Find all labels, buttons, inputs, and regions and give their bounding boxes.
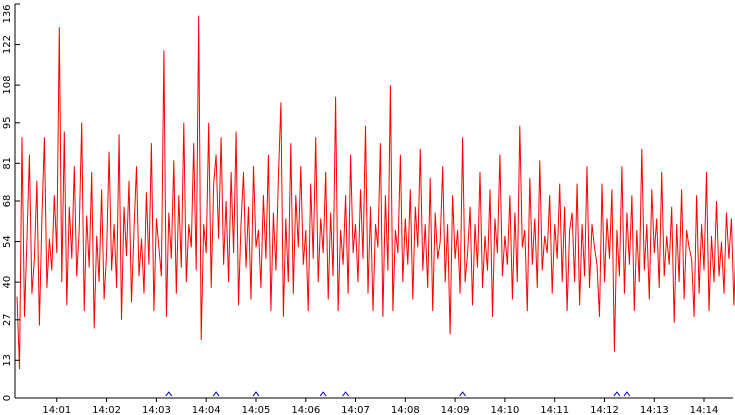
x-tick-label: 14:12 bbox=[590, 405, 619, 415]
x-tick-label: 14:11 bbox=[540, 405, 569, 415]
x-tick: 14:07 bbox=[341, 398, 370, 415]
x-tick: 14:06 bbox=[291, 398, 320, 415]
series-marker-secondary bbox=[212, 391, 220, 397]
x-tick: 14:12 bbox=[590, 398, 619, 415]
x-tick: 14:04 bbox=[192, 398, 221, 415]
x-tick: 14:05 bbox=[242, 398, 271, 415]
x-tick-label: 14:10 bbox=[490, 405, 519, 415]
y-tick: 122 bbox=[2, 35, 20, 54]
y-axis: 0 13 27 40 54 68 81 95 108 122 136 bbox=[2, 3, 20, 401]
y-tick: 54 bbox=[2, 235, 20, 248]
x-axis: 14:01 14:02 14:03 14:04 14:05 14:06 14:07 14:08… bbox=[15, 397, 733, 415]
x-tick: 14:02 bbox=[92, 398, 121, 415]
x-tick: 14:10 bbox=[490, 398, 519, 415]
y-tick: 81 bbox=[2, 157, 20, 170]
x-tick-label: 14:04 bbox=[192, 405, 221, 415]
x-tick: 14:08 bbox=[391, 398, 420, 415]
series-marker-secondary bbox=[252, 391, 260, 397]
x-tick: 14:14 bbox=[690, 398, 719, 415]
x-tick-label: 14:01 bbox=[42, 405, 71, 415]
y-tick: 40 bbox=[2, 276, 20, 289]
x-tick: 14:11 bbox=[540, 398, 569, 415]
x-tick-label: 14:06 bbox=[291, 405, 320, 415]
y-tick-label: 27 bbox=[2, 313, 13, 326]
y-tick-label: 0 bbox=[2, 395, 13, 401]
y-tick: 108 bbox=[2, 76, 20, 95]
y-tick: 27 bbox=[2, 313, 20, 326]
series-marker-secondary bbox=[342, 391, 350, 397]
series-marker-secondary bbox=[459, 391, 467, 397]
y-tick: 68 bbox=[2, 195, 20, 208]
x-tick-label: 14:08 bbox=[391, 405, 420, 415]
y-tick-label: 81 bbox=[2, 157, 13, 170]
x-tick: 14:13 bbox=[640, 398, 669, 415]
series-line-main bbox=[16, 15, 735, 370]
y-tick-label: 13 bbox=[2, 354, 13, 367]
series-marker-secondary bbox=[623, 391, 631, 397]
series-marker-secondary bbox=[319, 391, 327, 397]
x-tick-label: 14:02 bbox=[92, 405, 121, 415]
x-tick: 14:01 bbox=[42, 398, 71, 415]
x-tick-label: 14:05 bbox=[242, 405, 271, 415]
plot-series bbox=[16, 15, 735, 397]
y-tick: 95 bbox=[2, 116, 20, 129]
y-tick: 136 bbox=[2, 3, 20, 24]
y-tick-label: 40 bbox=[2, 276, 13, 289]
x-tick: 14:03 bbox=[142, 398, 171, 415]
series-marker-secondary bbox=[165, 391, 173, 397]
y-tick-label: 68 bbox=[2, 195, 13, 208]
x-tick-label: 14:07 bbox=[341, 405, 370, 415]
y-tick-label: 122 bbox=[2, 35, 13, 54]
y-tick-label: 108 bbox=[2, 76, 13, 95]
x-tick-label: 14:09 bbox=[441, 405, 470, 415]
x-tick-label: 14:14 bbox=[690, 405, 719, 415]
series-marker-secondary bbox=[613, 391, 621, 397]
x-tick-label: 14:13 bbox=[640, 405, 669, 415]
y-tick-label: 95 bbox=[2, 116, 13, 129]
y-tick-label: 136 bbox=[2, 4, 13, 23]
y-tick: 13 bbox=[2, 354, 20, 367]
x-tick-label: 14:03 bbox=[142, 405, 171, 415]
y-tick-label: 54 bbox=[2, 235, 13, 248]
x-tick: 14:09 bbox=[441, 398, 470, 415]
